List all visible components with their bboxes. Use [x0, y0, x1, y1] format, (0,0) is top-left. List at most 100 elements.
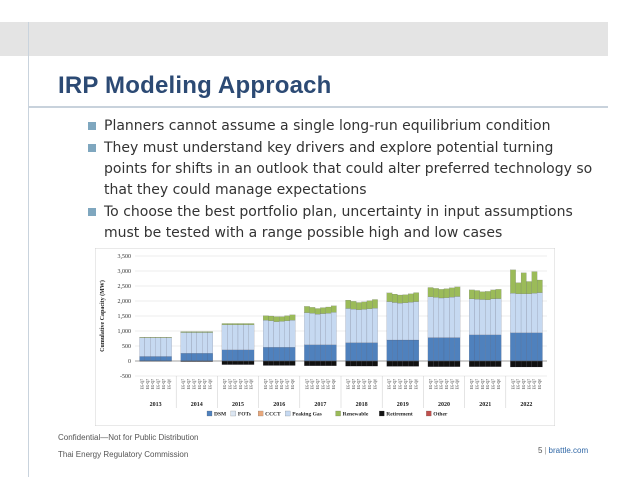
bar-segment	[469, 298, 475, 335]
bullet-item: They must understand key drivers and exp…	[88, 138, 598, 201]
bar-segment	[331, 344, 337, 362]
bar-segment	[221, 324, 228, 350]
case-tick-label: EG-Q7	[527, 379, 531, 390]
site-link[interactable]: brattle.com	[548, 446, 589, 455]
case-tick-label: EG-Q7	[434, 379, 438, 390]
bar-segment	[345, 308, 351, 343]
bar-segment	[232, 324, 239, 350]
bar-segment	[289, 347, 296, 362]
bar-segment	[495, 298, 502, 335]
y-tick-label: -500	[120, 374, 131, 380]
bar-segment	[139, 337, 145, 357]
bar-segment	[207, 332, 213, 354]
y-tick-label: 0	[128, 359, 131, 365]
bar-segment	[202, 353, 208, 362]
bar-segment	[268, 347, 274, 362]
bar-segment	[314, 360, 321, 366]
year-tick-label: 2021	[479, 402, 491, 408]
bar-segment	[309, 313, 316, 345]
bar-segment	[248, 323, 255, 325]
bar-segment	[166, 337, 172, 357]
bar-segment	[309, 360, 316, 366]
legend-swatch	[206, 410, 213, 417]
organization-name: Thai Energy Regulatory Commission	[58, 450, 189, 459]
bar-segment	[320, 313, 326, 345]
case-tick-label: EG-Q7	[264, 379, 268, 390]
bar-segment	[392, 360, 398, 367]
bar-segment	[237, 324, 244, 350]
bar-segment	[180, 353, 187, 362]
bar-segment	[325, 313, 332, 345]
bar-segment	[331, 305, 337, 313]
bar-segment	[196, 331, 203, 333]
bar-segment	[248, 360, 255, 365]
bar-segment	[243, 360, 249, 365]
bar-segment	[304, 312, 310, 345]
bar-segment	[361, 360, 368, 367]
legend-swatch	[379, 410, 385, 417]
bar-segment	[350, 309, 357, 343]
bar-segment	[155, 356, 162, 362]
case-tick-label: EG-Q7	[198, 379, 202, 390]
bar-segment	[273, 347, 280, 362]
bar-segment	[515, 293, 522, 333]
bar-segment	[433, 297, 439, 338]
case-tick-label: EG-Q0	[291, 379, 295, 390]
bar-segment	[273, 360, 280, 366]
bar-segment	[160, 356, 167, 362]
bar-segment	[284, 320, 290, 348]
bar-segment	[438, 289, 445, 299]
bar-segment	[454, 296, 461, 338]
case-tick-label: EG-Q7	[533, 379, 537, 390]
bar-segment	[490, 334, 496, 362]
case-tick-label: EG-Q0	[250, 379, 254, 390]
case-tick-label: EG-Q7	[203, 379, 207, 390]
year-tick-label: 2014	[191, 402, 203, 408]
bar-segment	[515, 332, 522, 362]
case-tick-label: EG-Q7	[398, 379, 402, 390]
bar-segment	[320, 307, 326, 314]
legend-label: Other	[433, 412, 448, 418]
bar-segment	[490, 360, 496, 367]
bar-segment	[232, 349, 239, 362]
bar-segment	[386, 292, 393, 302]
bar-segment	[397, 339, 403, 362]
bar-segment	[408, 339, 414, 362]
case-tick-label: EG-Q0	[373, 379, 377, 390]
bar-segment	[537, 360, 543, 368]
bar-segment	[325, 360, 332, 366]
bullet-item: To choose the best portfolio plan, uncer…	[88, 202, 598, 244]
case-tick-label: EG-Q7	[327, 379, 331, 390]
y-tick-label: 3,500	[118, 254, 132, 260]
case-tick-label: EG-Q7	[228, 379, 232, 390]
bar-segment	[408, 293, 414, 303]
case-tick-label: EG-Q7	[492, 379, 496, 390]
bar-segment	[166, 337, 172, 338]
bar-segment	[202, 331, 208, 333]
case-tick-label: EG-Q7	[368, 379, 372, 390]
case-tick-label: EG-Q7	[409, 379, 413, 390]
bar-segment	[243, 323, 249, 325]
bar-segment	[427, 337, 434, 362]
bar-segment	[526, 360, 532, 368]
bar-segment	[454, 337, 461, 362]
title-divider	[28, 106, 608, 108]
bar-segment	[268, 360, 274, 366]
bar-segment	[469, 360, 475, 367]
y-tick-label: 3,000	[118, 269, 132, 275]
case-tick-label: EG-Q7	[481, 379, 485, 390]
y-tick-label: 2,000	[118, 299, 132, 305]
bar-segment	[150, 337, 156, 357]
case-tick-label: EG-Q7	[486, 379, 490, 390]
bar-segment	[350, 301, 357, 310]
bar-segment	[304, 344, 310, 362]
bar-segment	[397, 303, 403, 341]
legend-label: Peaking Gas	[292, 412, 322, 418]
case-tick-label: EG-Q7	[357, 379, 361, 390]
bar-segment	[237, 360, 244, 365]
bar-segment	[438, 360, 445, 367]
bar-segment	[449, 287, 455, 298]
case-tick-label: EG-Q7	[445, 379, 449, 390]
y-tick-label: 2,500	[118, 284, 132, 290]
legend-label: Retirement	[386, 412, 413, 418]
